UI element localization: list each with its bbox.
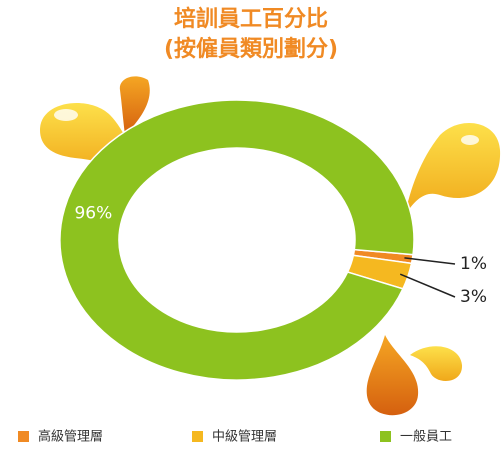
legend-label: 中級管理層 [212, 430, 277, 445]
legend-swatch [380, 431, 391, 442]
chart: 培訓員工百分比 (按僱員類別劃分) 1% 3% 96% 高級管理層 中級管理層 一般員工 [0, 0, 503, 454]
data-label: 1% [460, 254, 487, 274]
leader-line [400, 274, 455, 297]
legend-label: 一般員工 [400, 429, 452, 445]
legend-label: 高級管理層 [38, 429, 103, 445]
donut-segment [60, 100, 414, 380]
legend-swatch [18, 431, 29, 442]
legend-swatch [192, 431, 203, 442]
chart-subtitle: (按僱員類別劃分) [164, 36, 338, 62]
data-label: 96% [74, 204, 112, 224]
chart-title: 培訓員工百分比 [174, 6, 328, 32]
data-label: 3% [460, 287, 487, 307]
page: {"chart_data": {"type": "donut", "title"… [0, 0, 503, 454]
